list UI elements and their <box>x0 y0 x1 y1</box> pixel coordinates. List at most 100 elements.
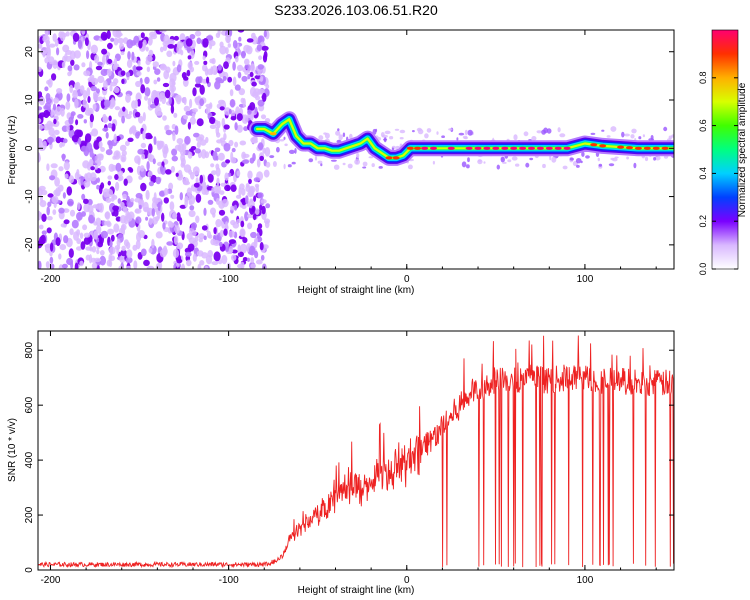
noise-blob <box>218 79 225 84</box>
noise-blob <box>224 107 231 116</box>
noise-blob <box>77 202 81 210</box>
noise-blob <box>63 235 69 244</box>
noise-blob <box>250 231 257 239</box>
noise-blob <box>240 188 246 196</box>
noise-blob <box>100 182 105 190</box>
ridge-peak <box>447 146 455 150</box>
noise-blob <box>66 93 71 102</box>
ridge-speckle <box>467 157 470 163</box>
noise-blob <box>125 93 131 103</box>
ridge-speckle <box>424 133 429 139</box>
noise-blob <box>95 217 102 227</box>
ridge-peak <box>385 156 393 160</box>
noise-blob <box>95 203 102 210</box>
noise-blob <box>189 66 195 73</box>
ridge-speckle <box>354 159 360 165</box>
ridge-speckle <box>642 134 646 138</box>
ridge-speckle <box>648 138 655 141</box>
noise-blob <box>134 197 141 203</box>
noise-blob <box>105 197 112 203</box>
noise-blob <box>217 64 222 71</box>
noise-blob <box>107 122 113 129</box>
noise-blob <box>204 67 209 76</box>
noise-blob <box>230 184 237 192</box>
noise-blob <box>90 85 97 92</box>
noise-blob <box>42 35 50 43</box>
noise-blob <box>187 243 195 252</box>
noise-blob <box>52 33 57 42</box>
noise-blob <box>121 150 127 157</box>
y-tick-label: 200 <box>24 506 35 523</box>
noise-blob <box>126 59 133 68</box>
noise-blob <box>202 55 206 60</box>
noise-blob <box>117 37 124 44</box>
noise-blob <box>235 55 239 63</box>
noise-blob <box>120 154 127 163</box>
noise-blob <box>140 248 147 257</box>
noise-blob <box>99 250 105 256</box>
noise-blob <box>210 163 215 168</box>
noise-blob <box>189 34 196 40</box>
noise-blob <box>38 66 42 72</box>
noise-blob <box>113 223 120 233</box>
noise-blob <box>186 69 191 77</box>
noise-blob <box>206 35 214 41</box>
noise-blob <box>187 151 193 159</box>
noise-blob <box>80 241 86 250</box>
noise-blob <box>186 232 193 240</box>
noise-blob <box>138 204 142 210</box>
noise-blob <box>82 98 87 108</box>
ridge-speckle <box>269 155 275 159</box>
noise-blob <box>90 166 95 171</box>
noise-blob <box>168 96 172 105</box>
ridge-speckle <box>399 137 404 140</box>
ridge-speckle <box>654 155 661 161</box>
noise-blob <box>38 118 42 124</box>
noise-blob <box>85 254 91 261</box>
noise-blob <box>165 124 170 130</box>
x-tick-label: -100 <box>219 274 239 285</box>
noise-blob <box>255 185 259 193</box>
noise-blob <box>234 84 241 91</box>
noise-blob <box>155 216 160 222</box>
noise-blob <box>148 181 154 187</box>
ridge-speckle <box>462 135 468 139</box>
noise-blob <box>83 236 91 245</box>
noise-blob <box>133 65 137 75</box>
noise-blob <box>192 166 200 176</box>
noise-blob <box>146 265 155 269</box>
noise-blob <box>50 110 54 117</box>
noise-blob <box>148 217 153 225</box>
noise-blob <box>69 209 76 217</box>
noise-blob <box>67 198 74 207</box>
x-tick-label: 100 <box>577 575 594 586</box>
noise-blob <box>158 93 163 102</box>
noise-blob <box>91 246 97 253</box>
ridge-speckle <box>531 136 537 141</box>
noise-blob <box>148 49 154 57</box>
y-tick-label: 0 <box>24 567 35 573</box>
noise-blob <box>102 127 109 132</box>
noise-blob <box>94 54 100 64</box>
noise-blob <box>44 86 49 92</box>
noise-blob <box>99 255 106 266</box>
noise-blob <box>239 140 247 146</box>
noise-blob <box>235 194 242 199</box>
ridge-speckle <box>347 163 353 169</box>
noise-blob <box>234 141 239 148</box>
noise-blob <box>203 60 208 65</box>
ridge-speckle <box>389 136 394 140</box>
noise-blob <box>172 131 176 142</box>
noise-blob <box>157 111 163 116</box>
ridge-speckle <box>507 159 512 163</box>
noise-blob <box>166 50 173 58</box>
noise-blob <box>76 212 83 221</box>
y-tick-label: 400 <box>24 451 35 468</box>
noise-blob <box>159 249 167 258</box>
noise-blob <box>107 175 113 180</box>
noise-blob <box>148 143 153 154</box>
noise-blob <box>135 131 140 139</box>
ridge-speckle <box>362 161 368 167</box>
noise-blob <box>249 86 257 97</box>
